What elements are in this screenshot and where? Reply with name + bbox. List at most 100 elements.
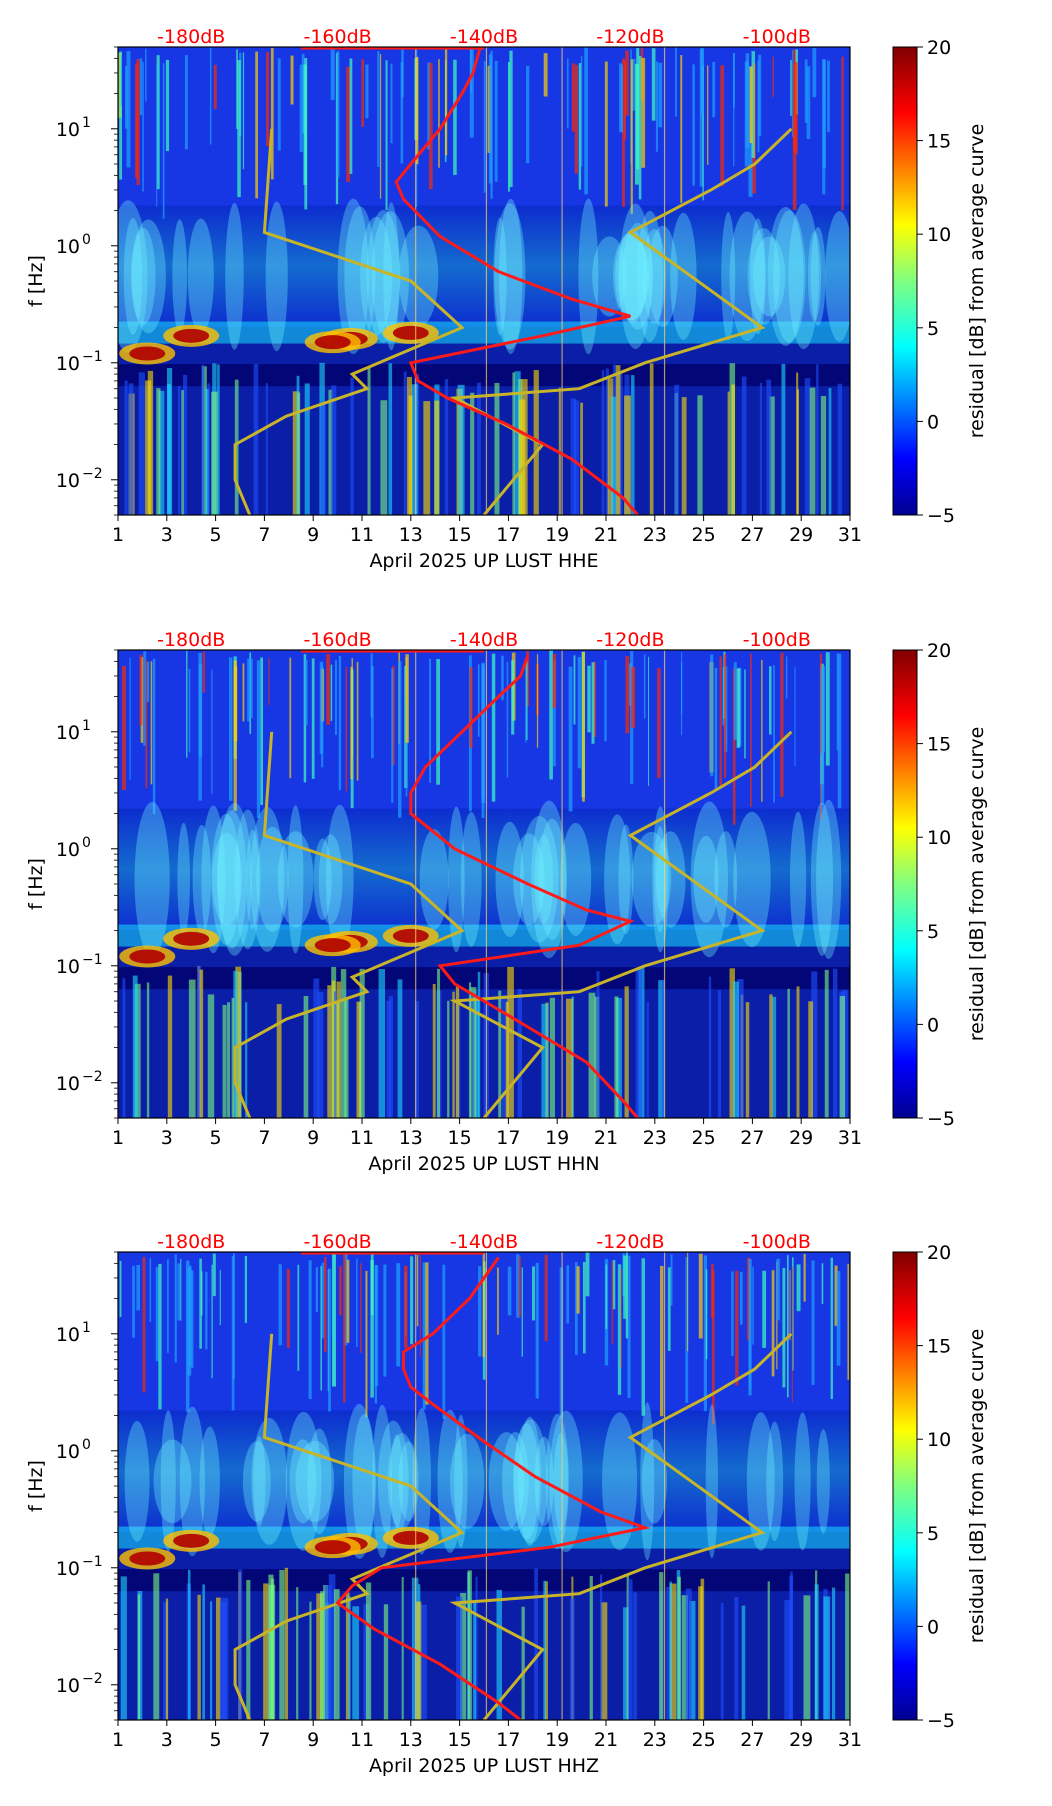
y-tick-label: 10 [56,353,80,375]
colorbar: 20 15 10 5 0 −5 residual [dB] from average cur… [892,1242,988,1732]
colorbar-tick-label: 15 [927,131,951,153]
x-tick-label: 19 [545,1729,569,1751]
x-tick-label: 3 [161,524,173,546]
db-label: -140dB [450,629,518,651]
y-tick-label: 10 [56,1558,80,1580]
x-tick-label: 29 [789,1127,813,1149]
x-tick-label: 11 [350,1729,374,1751]
vertical-streaks [118,47,850,515]
noise-model-line [233,128,465,515]
db-label: -100dB [743,629,811,651]
x-tick-label: 3 [161,1729,173,1751]
colorbar-tick-label: 15 [927,734,951,756]
y-tick-exponent: 0 [82,232,91,248]
db-scale-labels: -180dB -160dB -140dB -120dB -100dB [157,629,811,651]
y-tick-exponent: 0 [82,1437,91,1453]
colorbar-tick-label: 20 [927,640,951,662]
colorbar-tick-label: −5 [927,1710,955,1732]
db-label: -160dB [303,1231,371,1253]
heatmap-area [118,1252,850,1720]
colorbar-tick-label: 5 [927,1523,939,1545]
microseism-band [118,321,850,344]
y-tick-exponent: −1 [82,349,103,365]
x-tick-label: 25 [692,1729,716,1751]
colorbar-tick-label: 5 [927,318,939,340]
x-tick-label: 5 [210,1729,222,1751]
x-tick-label: 13 [399,1127,423,1149]
x-tick-label: 19 [545,1127,569,1149]
db-label: -120dB [596,629,664,651]
y-tick-exponent: 1 [82,718,91,734]
x-tick-label: 31 [838,1729,862,1751]
heatmap-area [118,47,850,515]
x-tick-label: 9 [307,524,319,546]
y-tick-label: 10 [56,1675,80,1697]
dark-band [118,1569,850,1592]
colorbar-tick-label: 20 [927,37,951,59]
x-tick-label: 23 [643,524,667,546]
x-tick-label: 27 [740,1729,764,1751]
x-tick-label: 7 [258,1127,270,1149]
x-tick-label: 15 [448,524,472,546]
x-tick-label: 13 [399,524,423,546]
y-tick-exponent: 1 [82,115,91,131]
colorbar-gradient [892,649,918,1119]
db-label: -100dB [743,1231,811,1253]
y-axis-label: f [Hz] [25,1460,47,1512]
colorbar-tick-label: 5 [927,921,939,943]
db-label: -180dB [157,26,225,48]
db-label: -140dB [450,26,518,48]
x-tick-label: 1 [112,524,124,546]
colorbar-label: residual [dB] from average curve [966,727,988,1042]
db-label: -160dB [303,26,371,48]
colorbar-tick-label: 10 [927,827,951,849]
x-tick-label: 23 [643,1729,667,1751]
y-tick-label: 10 [56,1073,80,1095]
x-tick-label: 29 [789,1729,813,1751]
vertical-streaks [119,1252,850,1720]
y-tick-label: 10 [56,839,80,861]
x-tick-label: 17 [496,1729,520,1751]
colorbar-gradient [892,46,918,516]
y-tick-exponent: −2 [82,1069,103,1085]
y-tick-exponent: −1 [82,952,103,968]
y-tick-exponent: −2 [82,466,103,482]
colorbar: 20 15 10 5 0 −5 residual [dB] from average cur… [892,640,988,1130]
colorbar-tick-label: 0 [927,1616,939,1638]
median-psd-line [335,1256,651,1720]
microseism-band [118,1526,850,1549]
x-tick-label: 13 [399,1729,423,1751]
x-tick-label: 21 [594,1127,618,1149]
noise-model-line [449,127,793,515]
psd-curves [233,47,793,515]
y-tick-label: 10 [56,119,80,141]
x-tick-label: 25 [692,524,716,546]
y-tick-exponent: 0 [82,835,91,851]
db-label: -160dB [303,629,371,651]
colorbar-label: residual [dB] from average curve [966,124,988,439]
db-scale-labels: -180dB -160dB -140dB -120dB -100dB [157,1231,811,1253]
db-label: -140dB [450,1231,518,1253]
psd-curves [233,650,793,1118]
y-tick-label: 10 [56,1324,80,1346]
noise-model-line [233,1333,465,1720]
db-scale-labels: -180dB -160dB -140dB -120dB -100dB [157,26,811,48]
mid-band [118,205,850,327]
db-label: -100dB [743,26,811,48]
noise-model-line [449,730,793,1118]
colorbar-tick-label: −5 [927,1108,955,1130]
y-tick-exponent: −1 [82,1554,103,1570]
noise-model-line [233,731,465,1118]
x-tick-label: 1 [112,1729,124,1751]
x-tick-label: 9 [307,1729,319,1751]
colorbar-tick-label: 20 [927,1242,951,1264]
noise-model-line [449,1332,793,1720]
y-tick-label: 10 [56,1441,80,1463]
